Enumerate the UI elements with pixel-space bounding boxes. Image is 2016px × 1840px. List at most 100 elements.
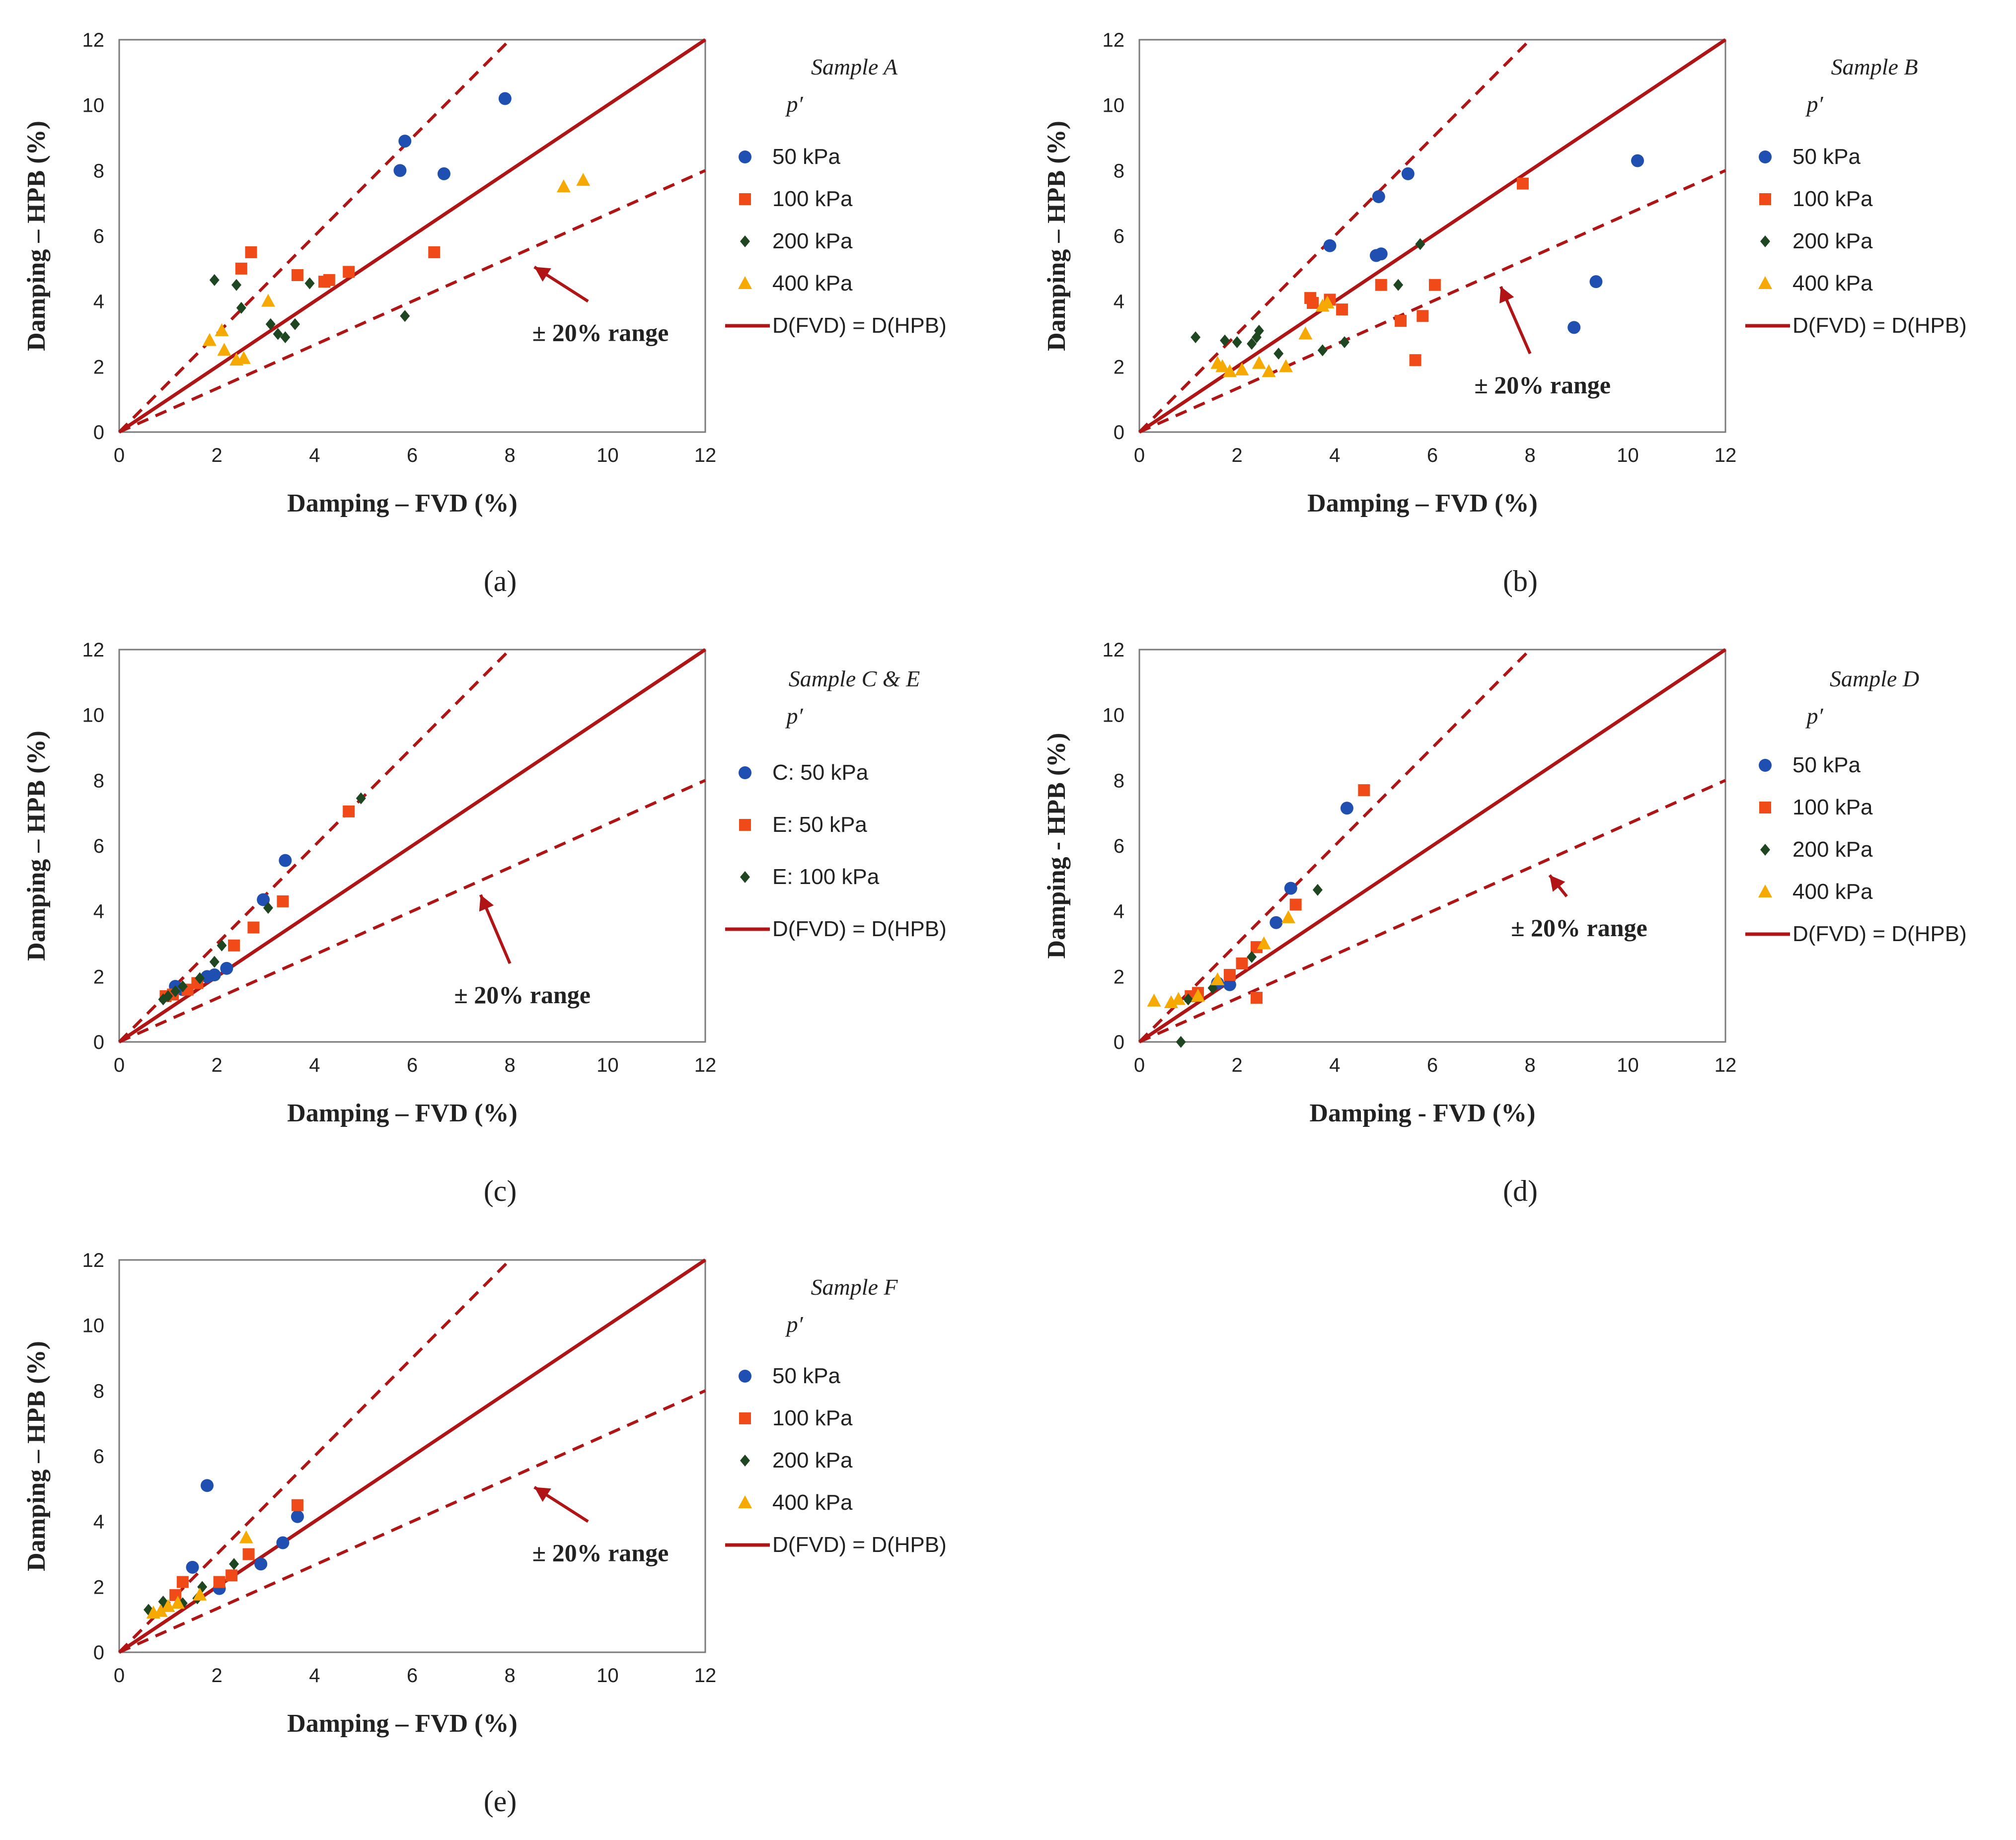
x-tick-label: 8 [1525, 1054, 1536, 1076]
chart-panel-d: 0 2 4 6 8 10 12 0 2 4 6 8 10 12 Damping - FVD (%) Dampi… [1043, 639, 1967, 1207]
data-point [193, 1587, 207, 1601]
x-tick-label: 6 [407, 444, 418, 466]
data-point [195, 972, 205, 984]
range-line [118, 169, 706, 434]
data-point [1323, 239, 1337, 252]
data-point [1568, 321, 1581, 334]
x-tick-label: 0 [1134, 444, 1145, 466]
data-point [201, 1479, 214, 1492]
data-point [220, 961, 233, 975]
legend-subtitle: p′ [785, 1312, 803, 1337]
data-point [1358, 784, 1370, 797]
x-tick-label: 8 [505, 444, 516, 466]
legend: Sample B p′ 50 kPa 100 kPa 200 kPa 400 kPa D(F… [1745, 54, 1967, 338]
legend-subtitle: p′ [1805, 91, 1823, 117]
data-point [1176, 1036, 1186, 1048]
x-tick-label: 8 [505, 1665, 516, 1687]
data-point [1312, 883, 1323, 896]
legend-marker [739, 1412, 751, 1424]
y-tick-label: 6 [93, 1446, 104, 1468]
x-tick-label: 0 [1134, 1054, 1145, 1076]
data-point [171, 1596, 185, 1609]
data-point [1235, 362, 1249, 375]
legend-marker [1759, 150, 1772, 163]
data-point [263, 902, 273, 914]
data-point [1147, 993, 1161, 1007]
data-point [1336, 303, 1348, 316]
data-point [1220, 334, 1230, 347]
arrowhead [479, 894, 494, 912]
x-axis-title: Damping – FVD (%) [287, 489, 518, 517]
y-axis-title: Damping - HPB (%) [1043, 733, 1071, 959]
arrowhead [1550, 875, 1566, 892]
x-tick-label: 2 [212, 444, 223, 466]
data-point [1191, 331, 1201, 344]
x-tick-label: 2 [212, 1054, 223, 1076]
y-tick-label: 12 [82, 1250, 105, 1271]
data-point [1191, 988, 1205, 1002]
legend-marker [738, 1495, 752, 1508]
data-point [343, 266, 355, 278]
data-point [163, 990, 173, 1002]
panel-label: (b) [1503, 565, 1538, 597]
legend-marker [1760, 844, 1770, 856]
data-point [217, 939, 227, 952]
legend-label: 200 kPa [772, 229, 853, 253]
legend-marker [739, 1370, 751, 1383]
plot-frame [118, 649, 706, 1043]
data-point [1223, 969, 1236, 981]
legend-label: 200 kPa [772, 1448, 853, 1472]
x-tick-label: 4 [309, 444, 320, 466]
x-tick-label: 0 [114, 1054, 125, 1076]
data-point [236, 351, 251, 364]
x-axis-title: Damping - FVD (%) [1310, 1099, 1536, 1127]
y-tick-label: 0 [93, 422, 104, 443]
data-point [1279, 359, 1293, 372]
data-point [1247, 951, 1257, 963]
data-point [1247, 338, 1257, 350]
data-point [279, 854, 292, 867]
data-point [1273, 348, 1284, 360]
x-axis-title: Damping – FVD (%) [1307, 489, 1538, 517]
data-point [398, 135, 412, 148]
legend-label: 200 kPa [1792, 837, 1873, 862]
data-point [1428, 279, 1441, 291]
data-point [186, 1560, 199, 1574]
y-tick-label: 2 [93, 966, 104, 988]
legend: Sample A p′ 50 kPa 100 kPa 200 kPa 400 kPa D(F… [725, 54, 947, 338]
data-point [356, 792, 366, 805]
data-point [261, 294, 275, 307]
data-point [228, 939, 240, 952]
data-point [1164, 995, 1178, 1008]
y-tick-label: 6 [1114, 835, 1124, 857]
y-tick-label: 4 [93, 1511, 104, 1533]
plot-frame [118, 1259, 706, 1653]
x-tick-label: 6 [1427, 444, 1438, 466]
x-tick-label: 0 [114, 1665, 125, 1687]
data-point [1262, 364, 1276, 377]
data-point [1284, 882, 1297, 895]
data-point [291, 1510, 304, 1523]
range-line [1138, 169, 1726, 434]
y-axis-title: Damping – HPB (%) [22, 121, 51, 351]
legend-label: D(FVD) = D(HPB) [1792, 313, 1967, 338]
x-tick-label: 12 [694, 444, 717, 466]
data-point [1631, 154, 1644, 167]
data-point [1415, 238, 1425, 250]
data-point [1374, 247, 1388, 261]
data-point [236, 301, 246, 314]
arrowhead [534, 1487, 551, 1502]
y-tick-label: 4 [1114, 291, 1124, 313]
legend-label: 50 kPa [1792, 753, 1861, 777]
data-point [209, 274, 220, 286]
y-tick-label: 8 [93, 770, 104, 792]
y-tick-label: 0 [1114, 422, 1124, 443]
y-tick-label: 10 [82, 705, 105, 727]
chart-panel-e: 0 2 4 6 8 10 12 0 2 4 6 8 10 12 Damping – FVD (%) Dampi… [22, 1250, 947, 1818]
x-axis-title: Damping – FVD (%) [287, 1099, 518, 1127]
legend-marker [739, 819, 751, 831]
x-tick-label: 4 [1329, 1054, 1340, 1076]
data-point [1289, 898, 1302, 911]
data-point [1589, 275, 1603, 289]
data-point [245, 246, 257, 258]
